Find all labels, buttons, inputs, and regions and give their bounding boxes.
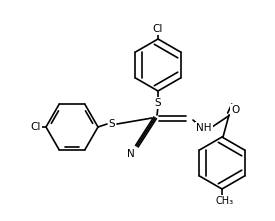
Text: S: S bbox=[109, 119, 115, 129]
Text: NH: NH bbox=[196, 123, 212, 133]
Text: Cl: Cl bbox=[31, 122, 41, 132]
Text: CH₃: CH₃ bbox=[216, 196, 234, 206]
Text: Cl: Cl bbox=[153, 24, 163, 34]
Text: S: S bbox=[155, 98, 161, 108]
Text: N: N bbox=[127, 149, 135, 159]
Text: O: O bbox=[231, 105, 239, 115]
